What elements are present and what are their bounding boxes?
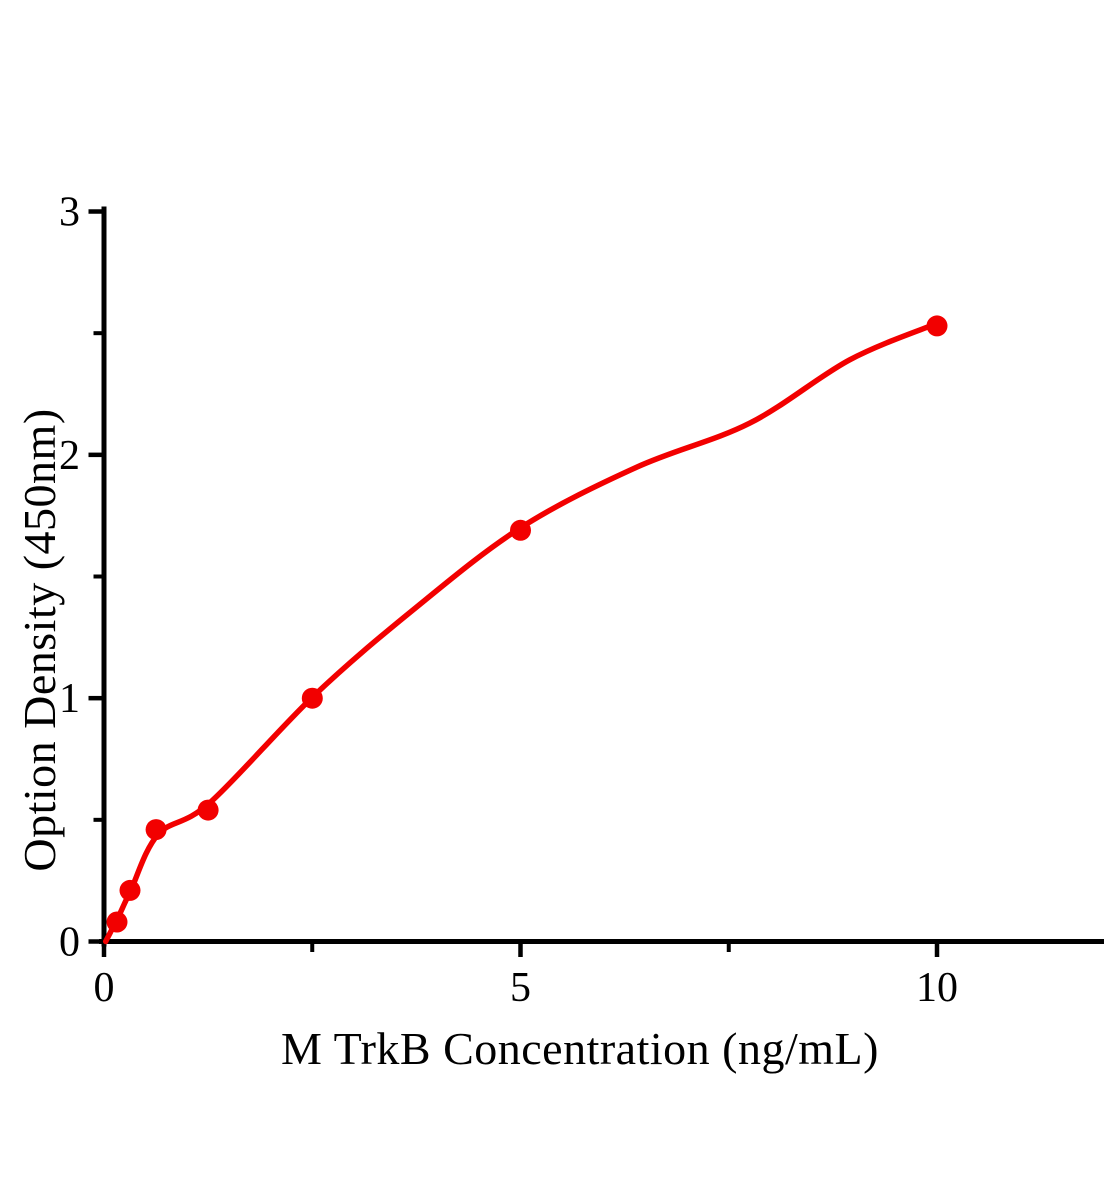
x-tick-label: 0: [94, 965, 115, 1011]
data-point: [145, 819, 167, 841]
y-tick-label: 1: [59, 676, 80, 722]
tick-labels: 0 5 10 0 1 2 3: [59, 190, 958, 1011]
data-point: [119, 879, 141, 901]
y-tick-label: 3: [59, 190, 80, 236]
y-axis-title: Option Density (450nm): [14, 408, 65, 871]
axis-ticks: [88, 209, 940, 957]
x-tick-label: 10: [916, 965, 958, 1011]
x-tick-label: 5: [510, 965, 531, 1011]
data-point: [197, 799, 219, 821]
data-point: [510, 519, 531, 541]
y-tick-label: 0: [59, 920, 80, 966]
fit-curve-line: [102, 320, 940, 945]
x-axis-title: M TrkB Concentration (ng/mL): [281, 1023, 879, 1074]
y-tick-label: 2: [59, 433, 80, 479]
data-points: [106, 315, 948, 933]
data-point: [926, 315, 948, 337]
data-point: [301, 687, 323, 709]
data-point: [106, 911, 128, 933]
